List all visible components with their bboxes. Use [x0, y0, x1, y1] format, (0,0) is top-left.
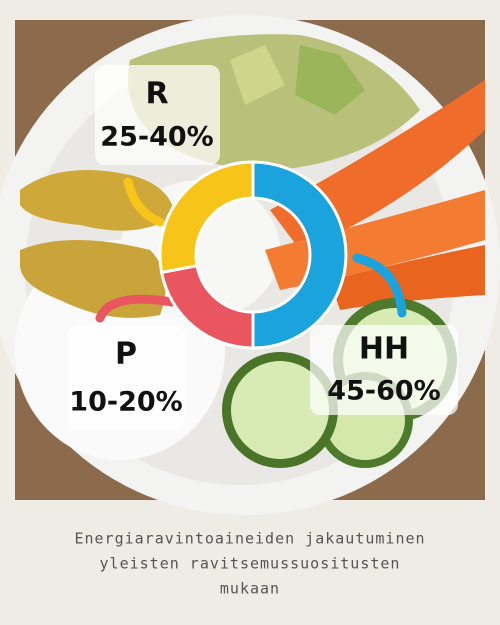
donut: [158, 160, 348, 350]
caption: Energiaravintoaineiden jakautuminen yleis…: [74, 530, 425, 598]
category-label: R: [145, 77, 168, 112]
donut-segment: [251, 160, 348, 350]
labels: HH 45-60% P 10-20% R 25-40%: [69, 77, 440, 418]
connectors: [95, 177, 407, 323]
donut-segment: [158, 160, 255, 275]
caption-line: yleisten ravitsemussuositusten: [100, 555, 401, 573]
caption-line: mukaan: [220, 580, 280, 598]
category-label: HH: [359, 332, 409, 367]
range-label: 10-20%: [69, 387, 182, 418]
category-label: P: [115, 337, 137, 372]
range-label: 45-60%: [327, 376, 440, 407]
range-label: 25-40%: [100, 122, 213, 153]
photo: [0, 15, 500, 515]
label-boxes: [68, 65, 458, 430]
caption-line: Energiaravintoaineiden jakautuminen: [74, 530, 425, 548]
